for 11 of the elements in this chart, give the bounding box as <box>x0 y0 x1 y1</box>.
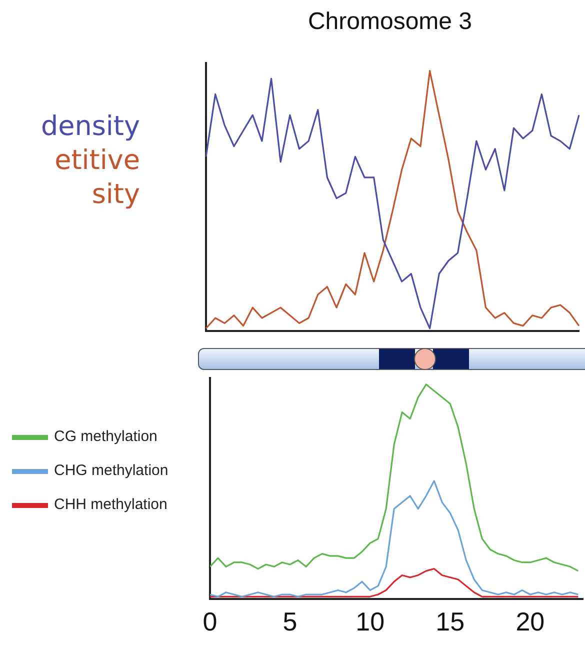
text: etitive sity <box>54 144 140 212</box>
x-tick-label: 20 <box>516 606 545 637</box>
x-tick-label: 0 <box>202 606 218 637</box>
legend-label: CG methylation <box>54 427 158 447</box>
text: density <box>40 110 140 144</box>
chart-title: Chromosome 3 <box>306 8 474 36</box>
x-tick-label: 10 <box>356 606 385 637</box>
legend-label: CHG methylation <box>54 461 168 481</box>
legend-label: CHH methylation <box>54 495 168 515</box>
x-tick-label: 15 <box>436 606 465 637</box>
x-tick-label: 5 <box>282 606 298 637</box>
